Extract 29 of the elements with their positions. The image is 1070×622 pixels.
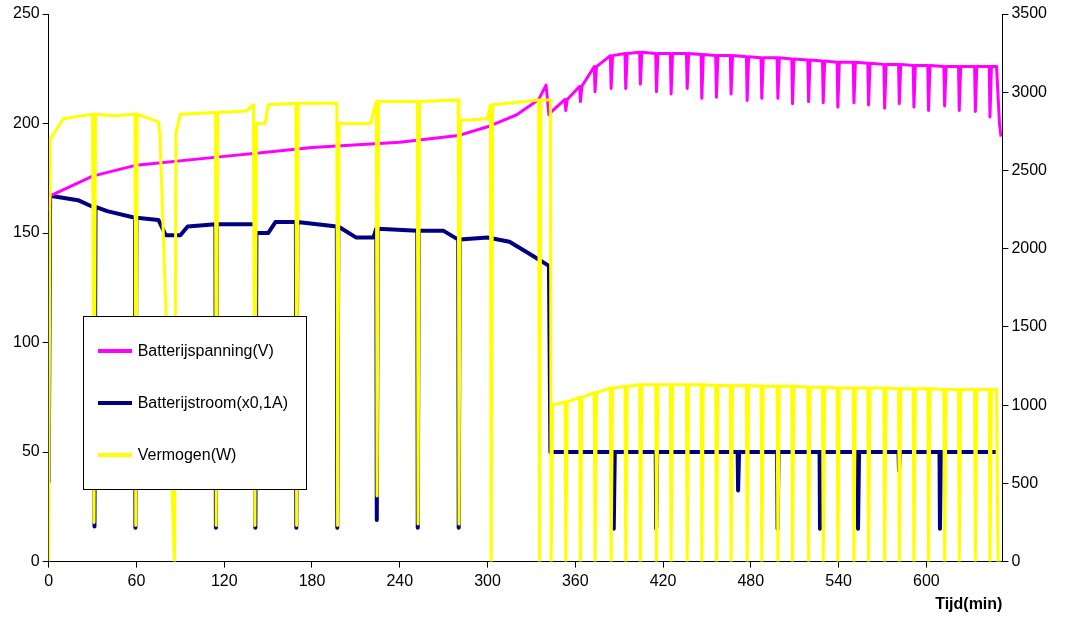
y2-tick-label: 2500 [1011, 160, 1048, 178]
x-tick-label: 0 [44, 571, 54, 589]
x-axis-title: Tijd(min) [935, 594, 1003, 612]
x-tick-label: 480 [737, 571, 765, 589]
y2-tick-label: 2000 [1011, 239, 1048, 257]
y2-tick-label: 500 [1011, 473, 1039, 491]
x-tick-label: 420 [649, 571, 677, 589]
y-tick-label: 200 [12, 113, 40, 131]
x-tick-label: 60 [127, 571, 146, 589]
y-tick-label: 50 [21, 442, 40, 460]
y2-tick-label: 3500 [1011, 4, 1048, 22]
legend-label: Batterijspanning(V) [137, 341, 274, 360]
y-tick-label: 250 [12, 4, 40, 22]
y2-tick-label: 1000 [1011, 395, 1048, 413]
y2-tick-label: 3000 [1011, 82, 1048, 100]
y-tick-label: 150 [12, 223, 40, 241]
y2-tick-label: 1500 [1011, 317, 1048, 335]
x-tick-label: 240 [386, 571, 414, 589]
y-tick-label: 100 [12, 332, 40, 350]
y-tick-label: 0 [30, 552, 40, 570]
x-tick-label: 300 [474, 571, 501, 589]
x-tick-label: 120 [210, 571, 238, 589]
x-tick-label: 360 [561, 571, 589, 589]
x-tick-label: 600 [912, 571, 940, 589]
x-tick-label: 540 [825, 571, 853, 589]
x-tick-label: 180 [298, 571, 326, 589]
legend-label: Vermogen(W) [137, 445, 237, 464]
y2-tick-label: 0 [1011, 552, 1021, 570]
legend-label: Batterijstroom(x0,1A) [137, 393, 288, 412]
